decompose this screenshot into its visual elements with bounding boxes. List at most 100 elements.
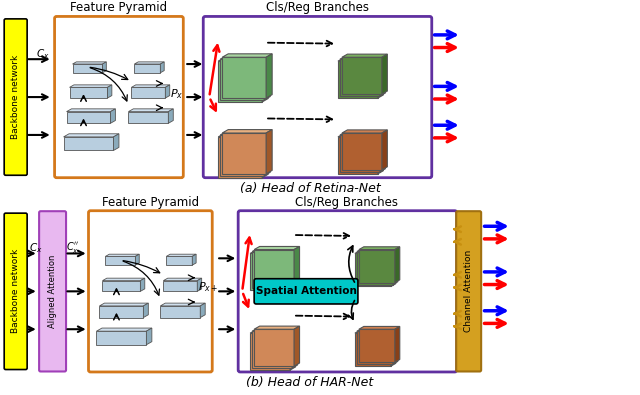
Polygon shape [166,256,192,265]
Polygon shape [140,278,145,292]
Polygon shape [355,330,396,333]
Text: Channel Attention: Channel Attention [464,250,473,333]
Polygon shape [102,62,106,73]
Polygon shape [106,256,136,265]
Polygon shape [252,248,298,252]
Polygon shape [97,331,147,345]
Polygon shape [357,249,398,252]
FancyBboxPatch shape [456,211,481,371]
Polygon shape [252,328,298,331]
Polygon shape [340,132,385,135]
Polygon shape [355,333,391,366]
Polygon shape [395,326,400,362]
Polygon shape [102,278,145,281]
Polygon shape [161,303,205,306]
Polygon shape [357,331,393,364]
Polygon shape [252,331,292,368]
Polygon shape [197,278,202,292]
Polygon shape [250,333,290,370]
Polygon shape [342,57,382,94]
Text: Feature Pyramid: Feature Pyramid [102,196,199,209]
Polygon shape [222,130,272,133]
Polygon shape [143,303,148,318]
Polygon shape [382,54,387,94]
Polygon shape [290,250,296,290]
Text: $P_{x+}$: $P_{x+}$ [198,280,218,294]
Text: Aligned Attention: Aligned Attention [48,255,57,328]
Polygon shape [200,303,205,318]
Polygon shape [218,134,268,137]
FancyBboxPatch shape [204,17,432,178]
Polygon shape [106,254,140,256]
FancyBboxPatch shape [88,211,212,372]
Polygon shape [168,109,173,123]
Polygon shape [359,247,400,250]
Text: Cls/Reg Branches: Cls/Reg Branches [266,2,369,15]
Polygon shape [222,54,272,57]
Polygon shape [342,130,387,133]
FancyBboxPatch shape [4,213,27,370]
Polygon shape [395,247,400,282]
FancyBboxPatch shape [4,19,27,175]
Polygon shape [163,281,197,292]
FancyBboxPatch shape [238,211,457,372]
Polygon shape [355,254,391,286]
Polygon shape [378,134,383,174]
Polygon shape [222,133,266,174]
Polygon shape [131,85,170,87]
FancyBboxPatch shape [254,279,358,304]
Polygon shape [129,112,168,123]
Polygon shape [63,137,113,150]
Polygon shape [134,64,161,73]
Text: Feature Pyramid: Feature Pyramid [70,2,167,15]
Polygon shape [218,58,268,61]
Polygon shape [264,132,270,176]
Polygon shape [294,326,300,366]
Polygon shape [292,248,298,288]
Polygon shape [357,252,393,284]
Polygon shape [192,254,196,265]
Polygon shape [266,130,272,174]
Polygon shape [252,252,292,288]
Polygon shape [254,250,294,286]
Polygon shape [393,249,398,284]
Polygon shape [136,254,140,265]
Polygon shape [63,134,119,137]
Polygon shape [338,137,378,174]
Text: Spatial Attention: Spatial Attention [255,286,356,296]
Polygon shape [378,58,383,98]
Polygon shape [357,328,398,331]
Polygon shape [290,330,296,370]
Polygon shape [161,306,200,318]
Polygon shape [147,328,152,345]
Text: $P_x$: $P_x$ [170,87,183,101]
FancyBboxPatch shape [54,17,183,178]
Polygon shape [266,54,272,98]
Polygon shape [340,135,380,172]
Polygon shape [342,54,387,57]
Text: Backbone network: Backbone network [11,55,20,139]
Text: (a) Head of Retina-Net: (a) Head of Retina-Net [239,182,380,195]
Polygon shape [166,254,196,256]
Polygon shape [264,56,270,100]
Polygon shape [254,326,300,329]
Polygon shape [262,134,268,178]
Polygon shape [380,132,385,172]
Polygon shape [222,57,266,98]
Polygon shape [220,56,270,59]
Polygon shape [102,281,140,292]
Text: Backbone network: Backbone network [11,249,20,333]
Polygon shape [131,87,165,98]
Polygon shape [70,85,112,87]
Polygon shape [165,85,170,98]
Polygon shape [340,56,385,59]
Polygon shape [355,251,396,254]
Polygon shape [99,303,148,306]
Polygon shape [111,109,115,123]
Polygon shape [220,132,270,135]
Text: $C_x$: $C_x$ [36,47,49,61]
Polygon shape [163,278,202,281]
Text: $C_x$: $C_x$ [29,241,42,254]
Polygon shape [108,85,112,98]
Polygon shape [250,250,296,254]
